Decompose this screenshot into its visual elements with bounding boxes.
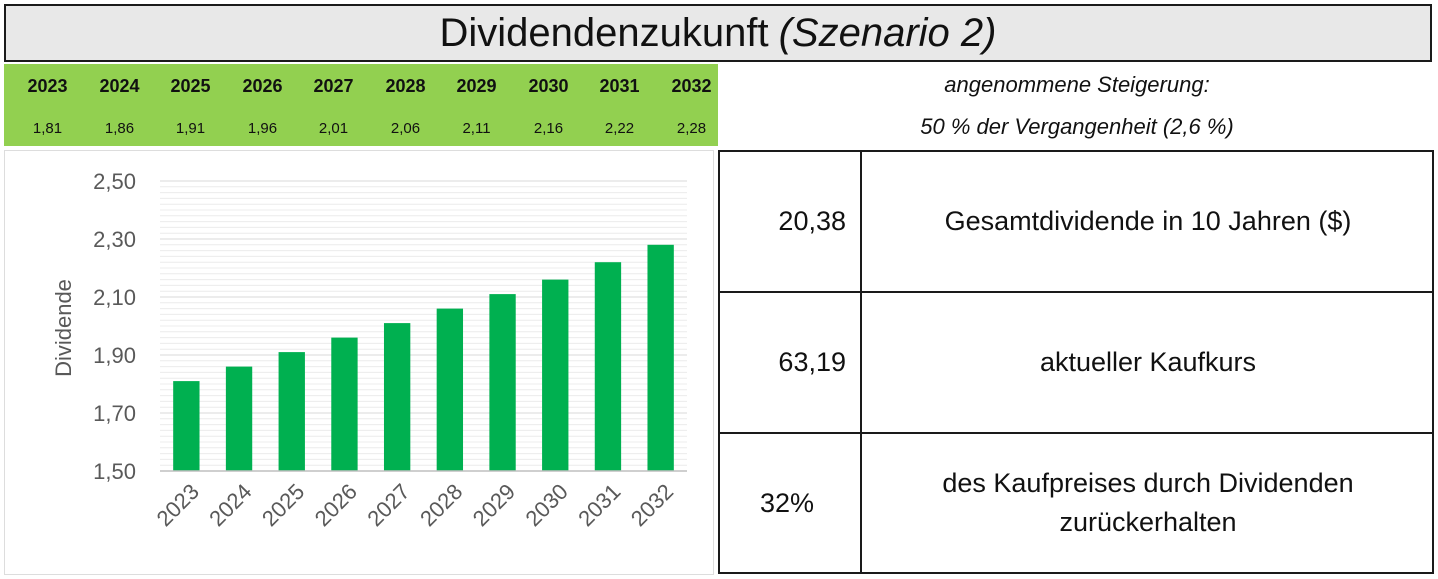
y-tick-label: 1,70 <box>93 401 136 426</box>
bar-2032 <box>647 244 674 471</box>
assumption-line1: angenommene Steigerung: <box>944 72 1210 97</box>
x-tick-label: 2024 <box>204 479 256 531</box>
dividend-value: 2,06 <box>390 120 421 137</box>
x-tick-label: 2032 <box>626 479 678 531</box>
year-header: 2028 <box>385 76 426 96</box>
dividend-value: 1,96 <box>247 120 278 137</box>
purchase-price-value: 63,19 <box>720 293 862 432</box>
bar-2027 <box>383 323 411 471</box>
purchase-price-label: aktueller Kaufkurs <box>1039 346 1257 377</box>
y-tick-label: 2,30 <box>93 227 136 252</box>
bar-2025 <box>278 352 305 471</box>
summary-row-percent: 32% des Kaufpreises durch Dividenden zur… <box>720 434 1432 572</box>
year-header: 2023 <box>27 76 68 96</box>
bar-2028 <box>436 308 464 471</box>
x-tick-label: 2023 <box>152 479 204 531</box>
year-header: 2025 <box>170 76 211 96</box>
title-bar: Dividendenzukunft (Szenario 2) <box>4 4 1432 62</box>
year-header: 2031 <box>599 76 640 96</box>
summary-row-total: 20,38 Gesamtdividende in 10 Jahren ($) <box>720 152 1432 293</box>
year-header: 2029 <box>456 76 497 96</box>
y-tick-label: 1,90 <box>93 343 136 368</box>
x-tick-label: 2028 <box>415 479 467 531</box>
summary-table: 20,38 Gesamtdividende in 10 Jahren ($) 6… <box>718 150 1434 574</box>
y-tick-label: 2,10 <box>93 285 136 310</box>
year-header: 2030 <box>528 76 569 96</box>
bar-2030 <box>542 279 569 471</box>
dividend-value: 1,86 <box>104 120 135 137</box>
total-dividend-label: Gesamtdividende in 10 Jahren ($) <box>944 205 1352 236</box>
x-tick-label: 2026 <box>310 479 362 531</box>
x-tick-label: 2029 <box>468 479 520 531</box>
dividend-value: 2,22 <box>604 120 635 137</box>
title-scenario: (Szenario 2) <box>778 10 997 55</box>
year-header: 2032 <box>671 76 712 96</box>
payback-percent-value: 32% <box>720 434 862 572</box>
payback-percent-label: des Kaufpreises durch Dividenden zurücke… <box>942 467 1354 537</box>
dividend-chart: 1,50 1,70 1,90 2,10 2,30 2,50 Dividende 2023 202… <box>4 150 714 575</box>
dividend-value: 1,81 <box>32 120 63 137</box>
dividend-value: 2,11 <box>462 120 491 137</box>
y-axis-title: Dividende <box>51 279 76 377</box>
y-tick-label: 1,50 <box>93 459 136 484</box>
x-tick-label: 2025 <box>257 479 309 531</box>
title-main: Dividendenzukunft <box>439 10 769 55</box>
x-tick-label: 2031 <box>573 479 625 531</box>
bar-2023 <box>173 381 200 471</box>
year-header: 2024 <box>99 76 140 96</box>
dividend-value: 2,16 <box>533 120 564 137</box>
summary-row-price: 63,19 aktueller Kaufkurs <box>720 293 1432 434</box>
total-dividend-value: 20,38 <box>720 152 862 291</box>
dividend-year-table: 2023 2024 2025 2026 2027 2028 2029 2030 … <box>4 64 718 146</box>
dividend-value: 1,91 <box>175 120 206 137</box>
dividend-value: 2,28 <box>676 120 707 137</box>
bar-2026 <box>331 337 358 471</box>
dividend-value: 2,01 <box>318 120 349 137</box>
bar-2024 <box>225 366 253 471</box>
y-tick-label: 2,50 <box>93 169 136 194</box>
bar-2031 <box>594 262 622 471</box>
bar-2029 <box>489 294 516 471</box>
x-tick-label: 2030 <box>520 479 572 531</box>
x-tick-label: 2027 <box>362 479 414 531</box>
year-header: 2026 <box>242 76 283 96</box>
assumption-line2: 50 % der Vergangenheit (2,6 %) <box>920 114 1234 139</box>
year-header: 2027 <box>313 76 354 96</box>
